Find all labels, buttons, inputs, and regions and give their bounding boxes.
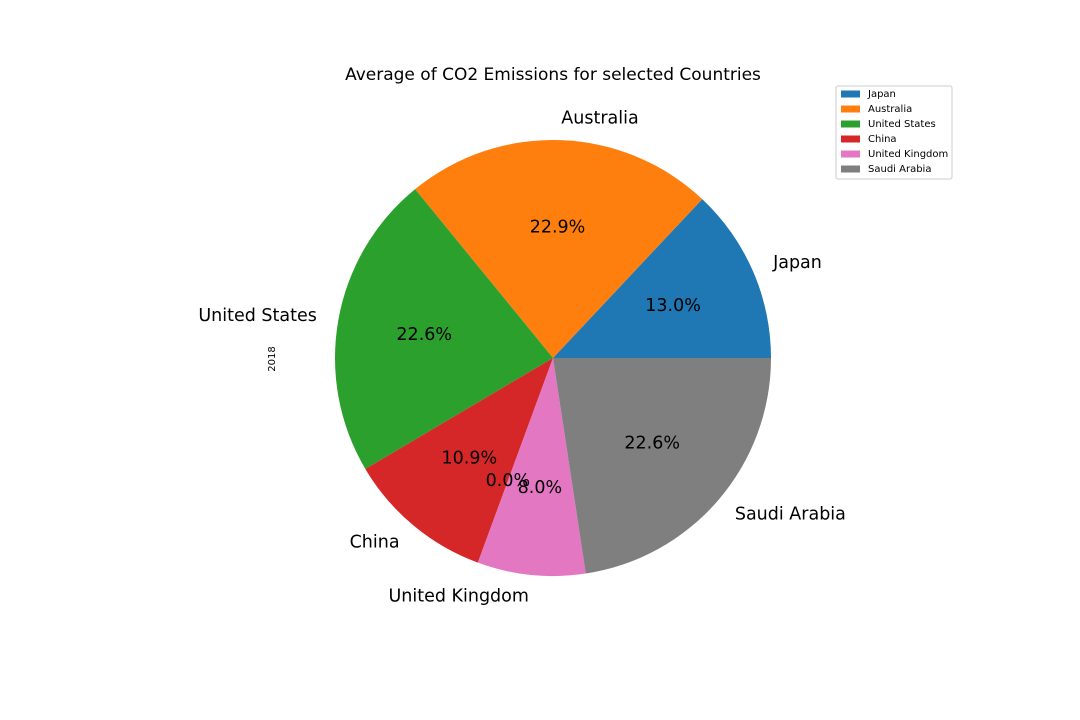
legend-label-united-kingdom: United Kingdom [868,149,948,160]
slice-label-united-states: United States [198,306,317,326]
slice-label-japan: Japan [772,253,822,273]
slice-japan [553,199,771,358]
percent-label-united-states: 22.6% [396,325,452,345]
slice-united-states [335,189,553,469]
chart-title: Average of CO2 Emissions for selected Co… [345,65,761,85]
y-axis-label: 2018 [267,346,278,371]
slice-china [365,358,553,563]
slice-saudi-arabia [553,358,771,574]
slice-labels: Japan Australia United States China United K… [198,108,846,606]
slice-label-saudi-arabia: Saudi Arabia [735,504,846,524]
legend-label-japan: Japan [867,89,896,100]
legend-swatch-united-kingdom [841,150,860,158]
legend-swatch-united-states [841,120,860,128]
legend-label-china: China [868,134,897,145]
slice-label-china: China [350,532,400,552]
legend-label-saudi-arabia: Saudi Arabia [868,164,931,175]
legend-swatch-saudi-arabia [841,165,860,173]
legend-label-australia: Australia [868,104,912,115]
legend-swatch-japan [841,90,860,98]
slice-label-united-kingdom: United Kingdom [388,587,528,607]
legend-label-united-states: United States [868,119,936,130]
percent-label-china: 10.9% [442,449,498,469]
legend-swatch-australia [841,105,860,113]
slice-australia [415,140,703,358]
legend-frame [835,85,953,180]
percent-labels: 13.0% 22.9% 22.6% 10.9%0.0%8.0% 22.6% [396,217,700,498]
legend-swatch-china [841,135,860,143]
percent-label-slice-4: 0.0% [486,471,530,491]
percent-label-saudi-arabia: 22.6% [624,433,680,453]
percent-label-japan: 13.0% [645,296,701,316]
slice-label-australia: Australia [561,108,638,128]
pie-slices [335,140,771,576]
percent-label-united-kingdom: 8.0% [518,478,562,498]
slice-united-kingdom [477,358,586,576]
percent-label-australia: 22.9% [530,217,586,237]
legend: Japan Australia United States China United K… [835,85,953,180]
